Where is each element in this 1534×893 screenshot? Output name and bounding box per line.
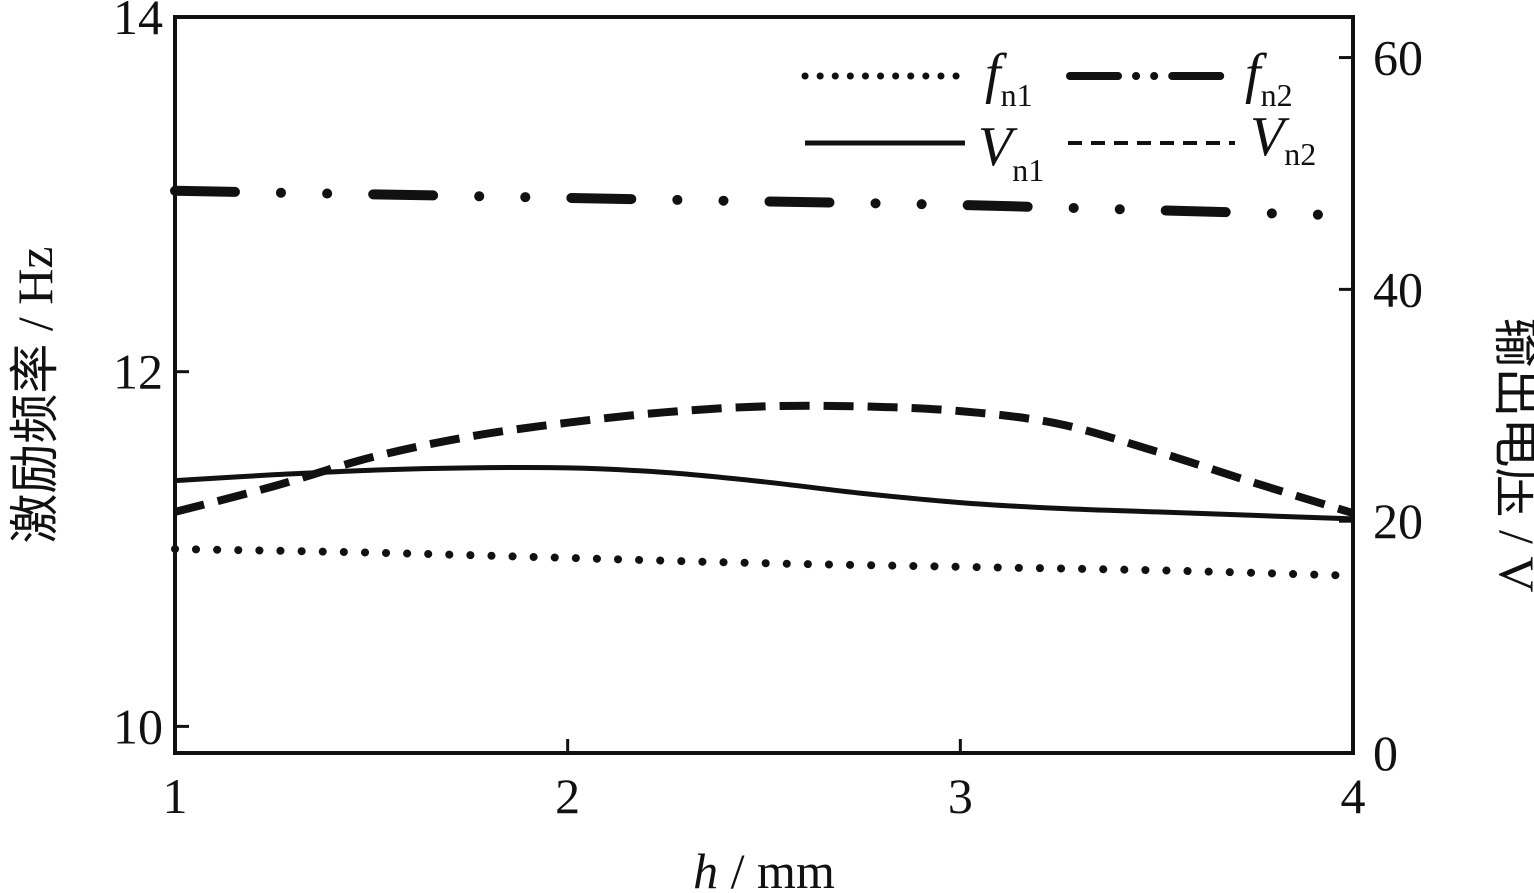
legend-label-v-n1-main: V xyxy=(978,116,1018,178)
legend-label-v-n1-sub: n1 xyxy=(1012,152,1044,188)
legend-label-v-n2-main: V xyxy=(1250,106,1290,168)
x-tick-label: 3 xyxy=(948,768,973,824)
series-line-v-n1 xyxy=(174,464,1354,522)
legend-label-v-n1: Vn1 xyxy=(978,116,1044,188)
y-right-tick-label: 0 xyxy=(1373,725,1398,781)
series-line-f-n1 xyxy=(171,545,1357,580)
legend-label-v-n2: Vn2 xyxy=(1250,106,1316,172)
legend-label-f-n2: fn2 xyxy=(1245,43,1293,113)
x-axis-label: h / mm xyxy=(693,843,835,893)
x-tick-label: 4 xyxy=(1341,768,1366,824)
legend-label-f-n1-sub: n1 xyxy=(1001,77,1033,113)
legend: fn1 fn2 Vn1 Vn2 xyxy=(801,43,1316,188)
y-left-axis-label: 激励频率 / Hz xyxy=(7,246,63,543)
x-tick-label: 1 xyxy=(163,768,188,824)
y-left-tick-label: 10 xyxy=(113,698,163,754)
x-tick-label: 2 xyxy=(555,768,580,824)
legend-label-f-n2-sub: n2 xyxy=(1261,77,1293,113)
y-left-tick-label: 14 xyxy=(113,0,163,45)
chart-marks xyxy=(170,185,1358,580)
y-right-axis-label: 输出电压 / V xyxy=(1489,318,1534,593)
y-right-tick-label: 60 xyxy=(1373,30,1423,86)
y-left-tick-label: 12 xyxy=(113,344,163,400)
x-axis-label-var: h xyxy=(693,843,718,893)
x-axis-label-unit: / mm xyxy=(718,843,835,893)
y-right-tick-label: 40 xyxy=(1373,261,1423,317)
legend-label-v-n2-sub: n2 xyxy=(1284,136,1316,172)
plot-frame xyxy=(173,15,1355,755)
legend-label-f-n1: fn1 xyxy=(985,43,1033,113)
series-line-f-n2 xyxy=(170,185,1358,221)
series-line-v-n2 xyxy=(174,401,1355,517)
y-right-tick-label: 20 xyxy=(1373,493,1423,549)
